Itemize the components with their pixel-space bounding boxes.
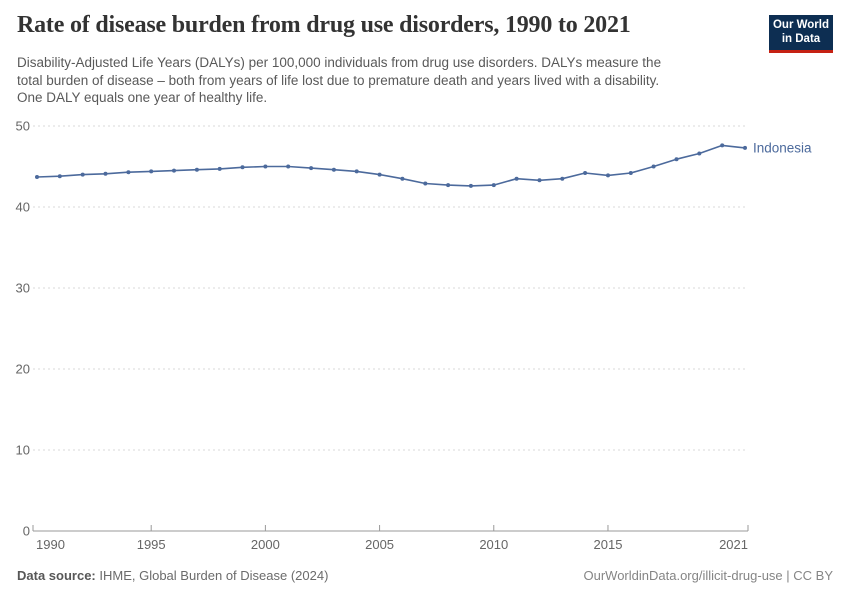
data-point-2011[interactable] xyxy=(514,176,519,181)
data-point-1999[interactable] xyxy=(240,165,245,170)
data-point-2013[interactable] xyxy=(560,176,565,181)
x-axis-label: 2005 xyxy=(365,537,394,552)
data-point-2006[interactable] xyxy=(400,176,405,181)
data-point-1997[interactable] xyxy=(194,167,199,172)
x-axis-label: 2000 xyxy=(251,537,280,552)
data-point-1995[interactable] xyxy=(149,169,154,174)
chart-subtitle-line: total burden of disease – both from year… xyxy=(17,72,660,88)
chart-subtitle: Disability-Adjusted Life Years (DALYs) p… xyxy=(17,54,661,107)
y-axis-label: 20 xyxy=(16,362,30,377)
data-point-1990[interactable] xyxy=(35,175,39,179)
owid-logo[interactable]: Our World in Data xyxy=(769,15,833,53)
data-point-2021[interactable] xyxy=(743,145,747,150)
data-source-value: IHME, Global Burden of Disease (2024) xyxy=(99,568,329,583)
trend-line-indonesia xyxy=(36,144,746,187)
x-axis-label: 2010 xyxy=(479,537,508,552)
data-point-2003[interactable] xyxy=(331,167,336,172)
data-point-2000[interactable] xyxy=(263,164,268,169)
entity-label-indonesia: Indonesia xyxy=(753,140,812,155)
data-point-2009[interactable] xyxy=(468,183,473,188)
data-point-2017[interactable] xyxy=(651,164,656,169)
data-source-label: Data source: xyxy=(17,568,96,583)
data-point-2014[interactable] xyxy=(583,171,588,175)
data-point-2020[interactable] xyxy=(720,143,725,148)
x-axis-label: 1995 xyxy=(137,537,166,552)
data-point-2019[interactable] xyxy=(697,151,702,156)
data-point-2012[interactable] xyxy=(537,178,542,183)
chart-footer: Data source: IHME, Global Burden of Dise… xyxy=(17,568,833,583)
license-link[interactable]: OurWorldinData.org/illicit-drug-use | CC… xyxy=(583,568,834,583)
data-point-2002[interactable] xyxy=(309,166,314,171)
data-point-2001[interactable] xyxy=(286,164,291,169)
data-point-2004[interactable] xyxy=(354,169,359,174)
x-axis-label: 2021 xyxy=(719,537,748,552)
data-point-2018[interactable] xyxy=(674,157,679,162)
data-point-2015[interactable] xyxy=(606,173,610,178)
data-point-2008[interactable] xyxy=(446,183,451,188)
data-point-1994[interactable] xyxy=(126,170,131,175)
y-axis-label: 50 xyxy=(16,119,30,134)
chart-subtitle-line: One DALY equals one year of healthy life… xyxy=(17,90,268,105)
data-point-1992[interactable] xyxy=(80,172,85,177)
y-axis-label: 10 xyxy=(16,443,30,458)
data-source: Data source: IHME, Global Burden of Dise… xyxy=(17,568,328,583)
data-point-2016[interactable] xyxy=(628,171,633,175)
x-axis-label: 2015 xyxy=(594,537,623,552)
owid-logo-line1: Our World xyxy=(772,19,829,31)
data-point-1996[interactable] xyxy=(172,168,176,173)
data-point-1991[interactable] xyxy=(57,174,62,179)
data-point-1993[interactable] xyxy=(103,171,108,176)
data-point-2005[interactable] xyxy=(377,172,382,177)
chart-subtitle-line: Disability-Adjusted Life Years (DALYs) p… xyxy=(17,55,662,70)
x-axis-label: 1990 xyxy=(36,537,65,552)
chart-title: Rate of disease burden from drug use dis… xyxy=(17,12,631,38)
y-axis-label: 0 xyxy=(23,524,30,539)
y-axis-label: 40 xyxy=(16,200,30,215)
data-point-2007[interactable] xyxy=(423,181,428,186)
data-point-2010[interactable] xyxy=(491,183,496,188)
y-axis-label: 30 xyxy=(16,281,30,296)
data-point-1998[interactable] xyxy=(217,166,222,171)
owid-logo-line2: in Data xyxy=(781,32,821,45)
